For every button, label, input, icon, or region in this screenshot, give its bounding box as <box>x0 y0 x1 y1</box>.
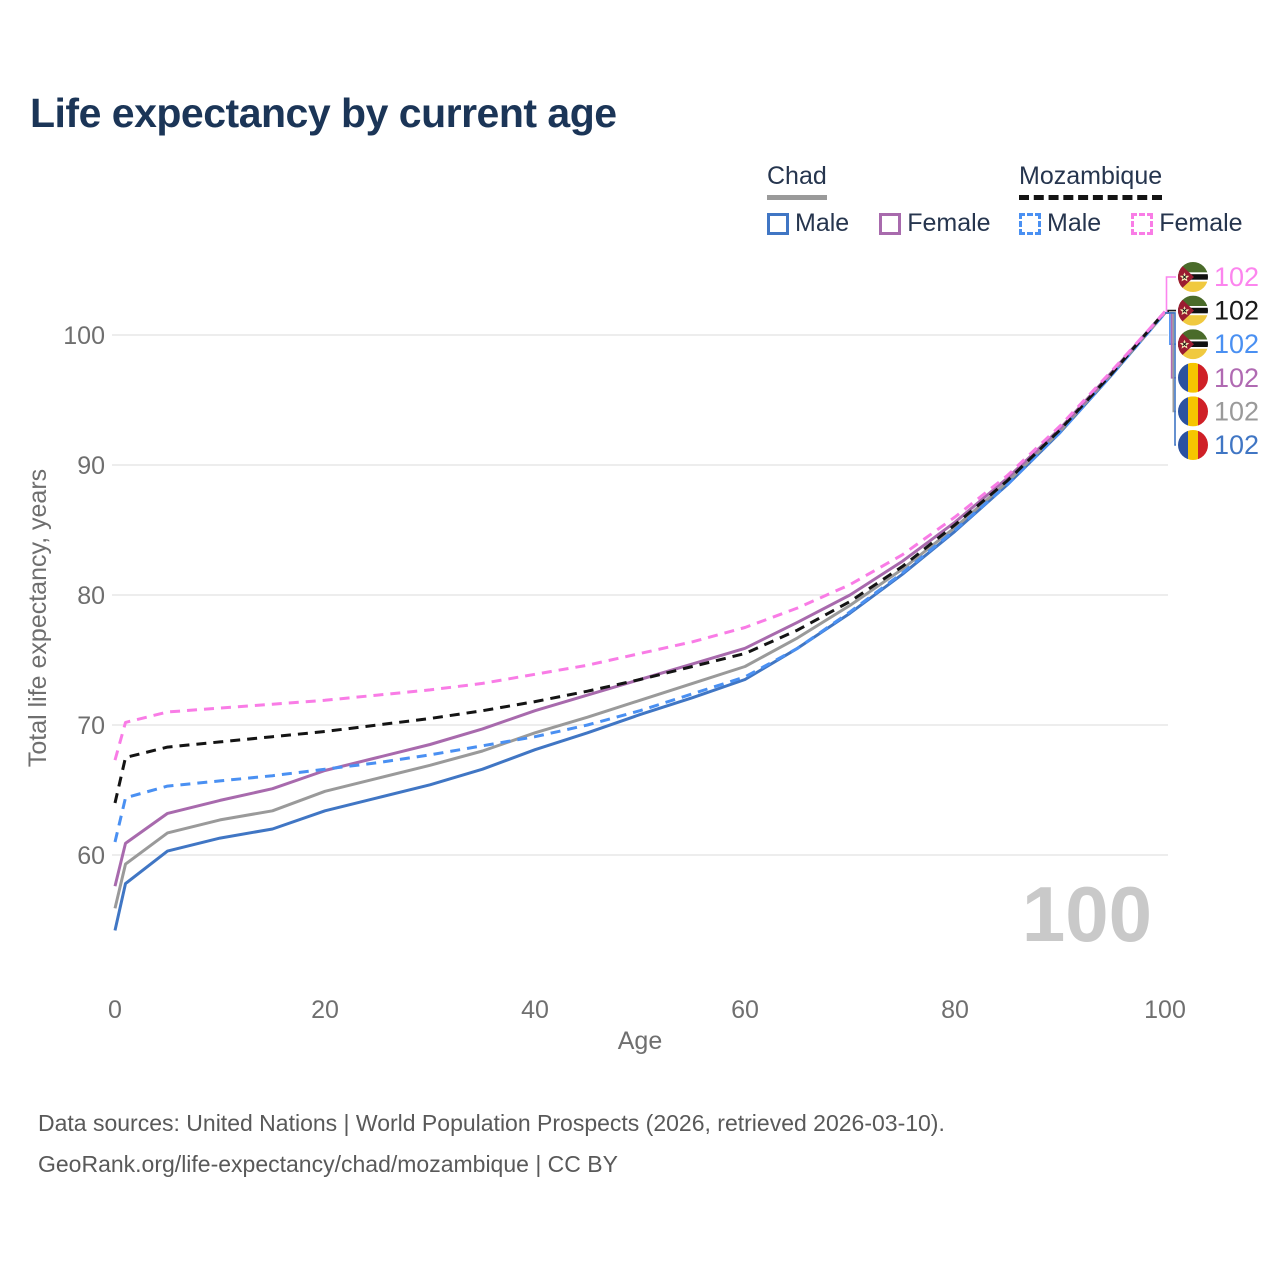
mozambique-flag-icon <box>1178 296 1208 326</box>
series-line-chad-female <box>113 310 1167 887</box>
series-line-chad-male <box>113 311 1167 931</box>
age-indicator: 100 <box>1022 870 1152 958</box>
mozambique-flag-icon <box>1178 262 1208 292</box>
y-tick-label: 60 <box>77 842 105 870</box>
footer: Data sources: United Nations | World Pop… <box>38 1103 945 1185</box>
end-value-label: 102 <box>1214 296 1259 326</box>
mozambique-flag-icon <box>1178 329 1208 359</box>
chad-female-swatch-icon <box>879 212 902 235</box>
mozambique-male-swatch-icon <box>1019 212 1041 235</box>
legend-item-chad-female[interactable]: Female <box>879 209 991 238</box>
end-value-label: 102 <box>1214 396 1259 426</box>
end-value-label: 102 <box>1214 430 1259 460</box>
leader-line <box>1165 312 1176 446</box>
end-value-label: 102 <box>1214 329 1259 359</box>
end-value-label: 102 <box>1214 363 1259 393</box>
chad-flag-icon <box>1178 363 1208 393</box>
legend-group-chad: Chad Male Female <box>767 162 991 238</box>
footer-data-sources: Data sources: United Nations | World Pop… <box>38 1110 945 1136</box>
x-tick-label: 40 <box>521 996 549 1024</box>
series-lines <box>113 310 1167 931</box>
legend-item-mozambique-female[interactable]: Female <box>1131 209 1243 238</box>
legend-item-label: Male <box>1047 209 1102 237</box>
series-line-mozambique <box>113 310 1167 804</box>
axis-labels: 60 70 80 90 100 0 20 40 60 80 100 Age Total life exp… <box>24 322 1186 1055</box>
series-line-chad <box>113 311 1167 909</box>
legend-item-mozambique-male[interactable]: Male <box>1019 209 1101 238</box>
legend-group-mozambique: Mozambique Male Female <box>1019 162 1243 238</box>
series-line-mozambique-female <box>113 310 1167 761</box>
x-tick-label: 100 <box>1144 996 1186 1024</box>
y-tick-label: 80 <box>77 582 105 610</box>
series-line-mozambique-male <box>113 311 1167 843</box>
legend-header-chad: Chad <box>767 162 827 200</box>
legend-item-label: Female <box>907 209 991 237</box>
y-tick-label: 70 <box>77 712 105 740</box>
chad-flag-icon <box>1178 430 1208 460</box>
page-title: Life expectancy by current age <box>30 90 617 136</box>
x-tick-label: 0 <box>108 996 122 1024</box>
current-age-indicator: 100 <box>1022 870 1152 958</box>
legend-item-label: Female <box>1159 209 1243 237</box>
mozambique-female-swatch-icon <box>1131 212 1154 235</box>
x-axis-title: Age <box>618 1027 662 1055</box>
leader-line <box>1165 276 1176 314</box>
x-tick-label: 80 <box>941 996 969 1024</box>
chad-flag-icon <box>1178 396 1208 426</box>
y-tick-label: 90 <box>77 452 105 480</box>
footer-attribution: GeoRank.org/life-expectancy/chad/mozambi… <box>38 1151 618 1177</box>
chad-male-swatch-icon <box>767 212 789 235</box>
end-value-label: 102 <box>1214 262 1259 292</box>
legend-item-label: Male <box>795 209 850 237</box>
y-axis-title: Total life expectancy, years <box>24 469 52 767</box>
x-tick-label: 60 <box>731 996 759 1024</box>
x-tick-label: 20 <box>311 996 339 1024</box>
y-tick-label: 100 <box>63 322 105 350</box>
legend-item-chad-male[interactable]: Male <box>767 209 849 238</box>
legend-header-mozambique: Mozambique <box>1019 162 1163 200</box>
gridlines <box>112 334 1168 856</box>
